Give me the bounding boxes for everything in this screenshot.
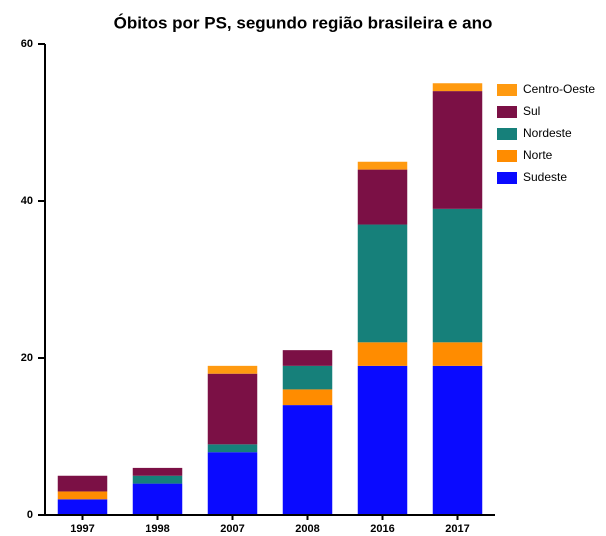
x-tick-label: 1997 [70,523,94,535]
bar-segment [282,389,333,406]
bar-segment [357,169,408,225]
bar-segment [282,350,333,366]
bar-segment [357,365,408,515]
bar-segment [432,83,483,92]
legend-swatch [497,172,517,184]
legend-swatch [497,150,517,162]
bar-segment [132,483,183,515]
y-tick-label: 60 [21,38,33,50]
bar-segment [357,161,408,170]
bar-segment [207,444,258,453]
bar-segment [132,475,183,484]
x-tick-label: 1998 [145,523,169,535]
y-tick-label: 40 [21,195,33,207]
chart-title: Óbitos por PS, segundo região brasileira… [114,13,493,32]
bar-segment [57,475,108,492]
bar-segment [357,224,408,343]
legend-label: Nordeste [523,126,572,140]
bar-segment [132,467,183,476]
x-tick-label: 2017 [445,523,469,535]
legend-label: Sudeste [523,170,567,184]
legend-swatch [497,128,517,140]
x-tick-label: 2008 [295,523,319,535]
legend-label: Sul [523,104,540,118]
bar-segment [207,452,258,515]
legend-swatch [497,106,517,118]
bar-segment [207,365,258,374]
bar-segment [432,91,483,209]
bar-segment [432,208,483,343]
legend-swatch [497,84,517,96]
bar-segment [207,373,258,445]
x-tick-label: 2007 [220,523,244,535]
y-tick-label: 20 [21,352,33,364]
y-tick-label: 0 [27,509,33,521]
bar-segment [432,342,483,366]
bar-segment [432,365,483,515]
x-tick-label: 2016 [370,523,394,535]
legend-label: Centro-Oeste [523,82,595,96]
bar-segment [57,491,108,500]
bar-segment [282,405,333,515]
bar-segment [357,342,408,366]
bar-segment [57,499,108,515]
bar-segment [282,365,333,390]
legend-label: Norte [523,148,553,162]
